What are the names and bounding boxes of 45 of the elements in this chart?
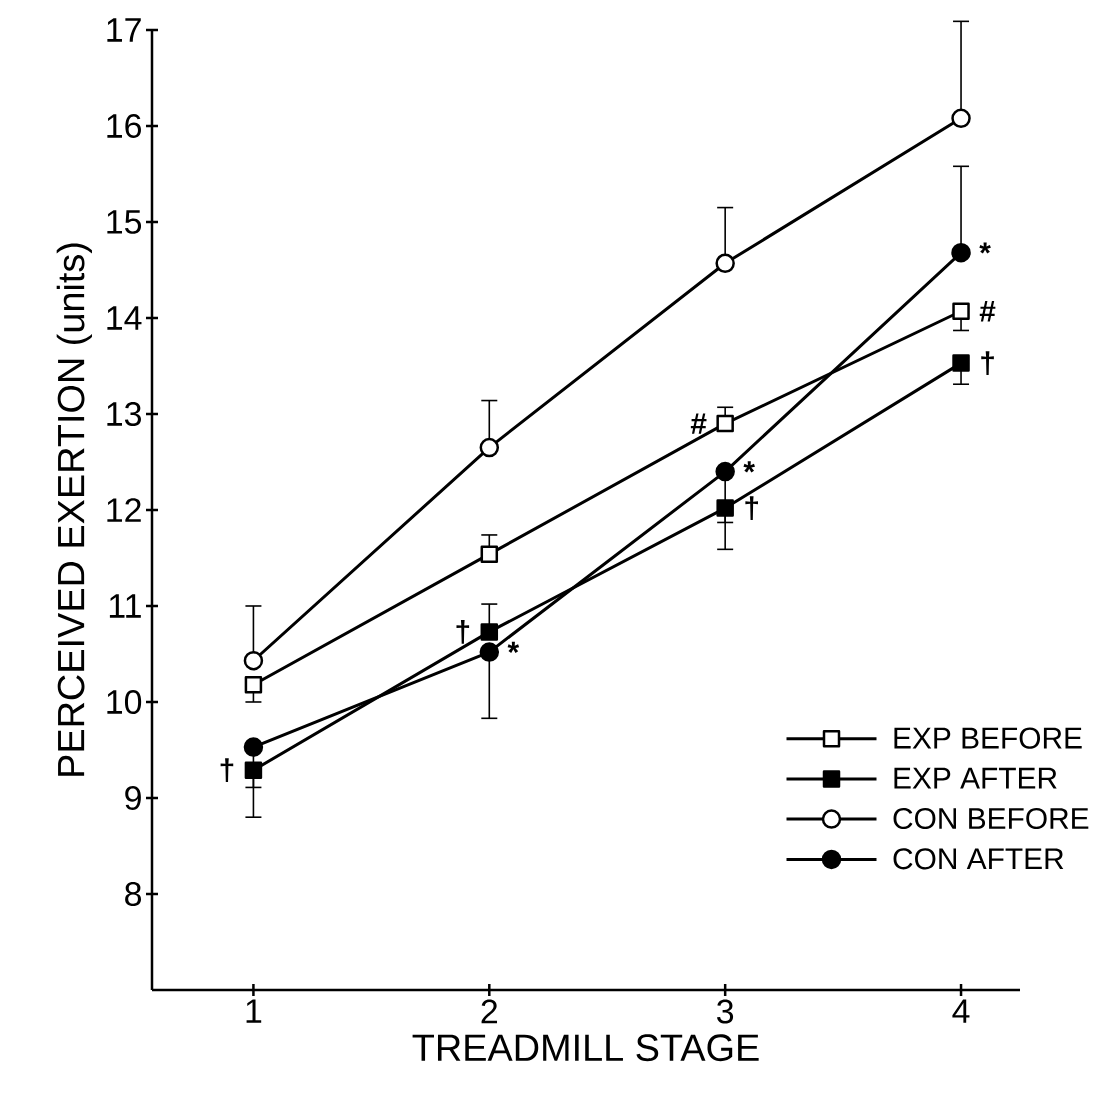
x-tick-label: 1 xyxy=(246,999,262,1023)
point xyxy=(715,461,735,482)
point xyxy=(480,545,499,563)
y-tick-label: 11 xyxy=(109,594,141,618)
x-tick-label: 4 xyxy=(952,999,970,1023)
point xyxy=(952,302,970,321)
x-tick-label: 2 xyxy=(481,999,498,1024)
point xyxy=(244,675,263,694)
y-tick-label: 13 xyxy=(107,401,141,426)
point xyxy=(951,108,971,129)
y-tick-label: 8 xyxy=(125,882,142,906)
annotation: * xyxy=(743,461,755,473)
y-tick-label: 14 xyxy=(107,306,142,330)
annotation: † xyxy=(745,496,758,520)
annotation: * xyxy=(979,242,991,254)
y-tick-label: 12 xyxy=(107,498,141,522)
annotation: # xyxy=(979,301,996,322)
point xyxy=(479,642,500,662)
x-axis-title: TREADMILL STAGE xyxy=(412,1034,759,1062)
point xyxy=(716,414,734,433)
point xyxy=(480,623,499,641)
annotation: † xyxy=(456,620,470,644)
point xyxy=(951,242,971,263)
annotation: † xyxy=(220,758,234,782)
y-tick-label: 16 xyxy=(107,113,141,138)
point xyxy=(244,761,263,779)
legend-label: EXP AFTER xyxy=(894,767,1057,789)
point xyxy=(716,499,734,517)
legend-label: CON BEFORE xyxy=(893,807,1089,830)
y-tick-label: 9 xyxy=(125,785,141,810)
point xyxy=(243,737,264,757)
y-axis-title: PERCEIVED EXERTION (units) xyxy=(56,243,92,776)
y-tick-label: 15 xyxy=(107,210,142,234)
y-tick-label: 10 xyxy=(107,689,142,714)
annotation: † xyxy=(981,351,994,375)
annotation: * xyxy=(507,641,520,653)
point xyxy=(243,650,264,671)
x-tick-label: 3 xyxy=(717,999,734,1024)
legend-label: EXP BEFORE xyxy=(894,727,1082,749)
annotation: # xyxy=(690,413,707,434)
y-tick-label: 17 xyxy=(107,18,141,42)
legend-label: CON AFTER xyxy=(893,848,1064,870)
point xyxy=(715,253,735,274)
point xyxy=(952,354,970,372)
point xyxy=(479,437,500,458)
